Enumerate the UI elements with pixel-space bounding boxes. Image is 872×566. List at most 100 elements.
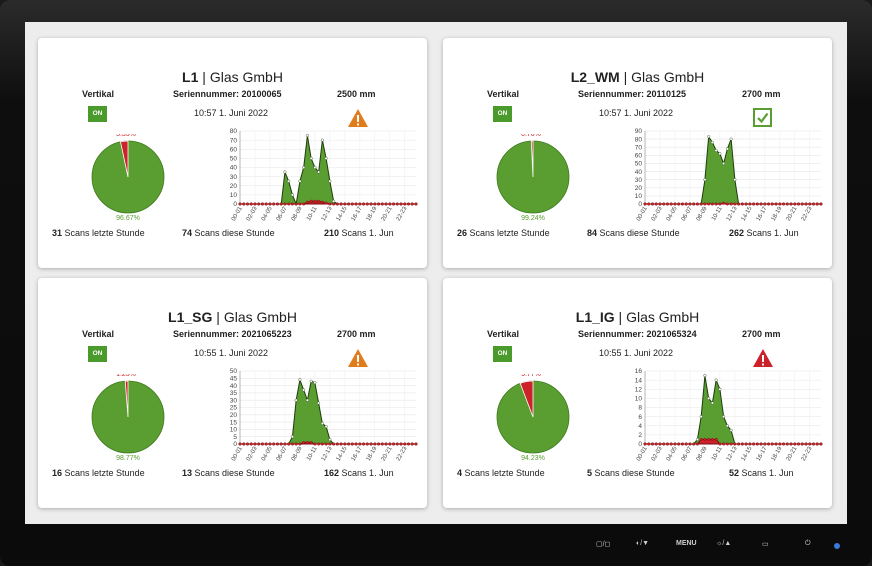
- total-scans-series-point: [290, 193, 294, 197]
- defect-scans-series-point: [392, 202, 396, 206]
- defect-scans-series-point: [332, 202, 336, 206]
- y-tick-label: 50: [635, 161, 643, 168]
- x-tick-label: 06-07: [681, 205, 694, 222]
- power-led: [834, 543, 840, 549]
- power-button[interactable]: ⏻: [805, 540, 811, 547]
- defect-scans-series-point: [283, 442, 287, 446]
- defect-scans-series-point: [335, 202, 339, 206]
- stat-day-label: Scans 1. Jun: [741, 468, 794, 478]
- menu-button[interactable]: MENU: [676, 540, 697, 547]
- defect-scans-series-point: [763, 202, 767, 206]
- total-scans-series-point: [718, 152, 722, 156]
- defect-scans-series-point: [662, 442, 666, 446]
- defect-scans-series-point: [748, 442, 752, 446]
- stat-this-hour: 13 Scans diese Stunde: [182, 468, 275, 478]
- defect-scans-series-point: [395, 202, 399, 206]
- defect-scans-series-point: [748, 202, 752, 206]
- defect-scans-series-point: [279, 442, 283, 446]
- defect-scans-series-point: [808, 202, 812, 206]
- defect-scans-series-point: [703, 437, 707, 441]
- dashboard-screen: L1 | Glas GmbH Vertikal Seriennummer: 2010…: [25, 22, 847, 524]
- defect-scans-series-point: [264, 442, 268, 446]
- defect-scans-series-point: [377, 202, 381, 206]
- total-scans-series-point: [729, 137, 733, 141]
- x-tick-label: 12-13: [726, 205, 739, 222]
- defect-scans-series-point: [677, 202, 681, 206]
- x-tick-label: 06-07: [276, 445, 289, 462]
- input-button[interactable]: ▢/◻: [596, 541, 611, 548]
- defect-scans-series-point: [298, 202, 302, 206]
- defect-scans-series-point: [740, 442, 744, 446]
- pie-slice-defect: [530, 140, 534, 178]
- defect-scans-series-point: [755, 202, 759, 206]
- y-tick-label: 20: [230, 183, 238, 190]
- y-tick-label: 0: [638, 441, 642, 448]
- defect-scans-series-point: [253, 442, 257, 446]
- x-tick-label: 16-17: [351, 445, 364, 462]
- defect-scans-series-point: [403, 442, 407, 446]
- x-tick-label: 06-07: [276, 205, 289, 222]
- stat-last-hour-count: 16: [52, 468, 63, 478]
- defect-scans-series-point: [305, 200, 309, 204]
- pie-ok-label: 99.24%: [521, 215, 545, 222]
- total-scans-series-point: [283, 170, 287, 174]
- x-tick-label: 04-05: [666, 205, 679, 222]
- total-scans-series-point: [298, 179, 302, 183]
- defect-scans-series-point: [407, 442, 411, 446]
- stat-last-hour-count: 31: [52, 228, 63, 238]
- defect-scans-series-point: [407, 202, 411, 206]
- defect-scans-series-point: [710, 437, 714, 441]
- defect-scans-series-point: [744, 442, 748, 446]
- stat-this-hour-count: 74: [182, 228, 193, 238]
- y-tick-label: 70: [635, 144, 643, 151]
- defect-scans-series-point: [242, 202, 246, 206]
- defect-scans-series-point: [302, 441, 306, 445]
- defect-scans-series-point: [320, 200, 324, 204]
- defect-scans-series-point: [767, 202, 771, 206]
- display-button[interactable]: ▭: [762, 541, 769, 548]
- stat-last-hour-count: 26: [457, 228, 468, 238]
- defect-scans-series-point: [643, 202, 647, 206]
- total-scans-series-point: [302, 166, 306, 170]
- y-tick-label: 40: [230, 383, 238, 390]
- brightness-button[interactable]: ☼/▲: [716, 540, 732, 547]
- defect-scans-series-point: [362, 442, 366, 446]
- defect-scans-series-point: [377, 442, 381, 446]
- warning-orange-icon: [348, 349, 368, 367]
- y-tick-label: 20: [230, 412, 238, 419]
- defect-scans-series-point: [684, 202, 688, 206]
- defect-scans-series-point: [350, 442, 354, 446]
- y-tick-label: 80: [230, 128, 238, 135]
- stat-last-hour-count: 4: [457, 468, 463, 478]
- y-tick-label: 40: [635, 169, 643, 176]
- total-scans-series-point: [733, 178, 737, 182]
- on-status-badge: ON: [88, 106, 107, 122]
- y-tick-label: 30: [230, 174, 238, 181]
- defect-scans-series-point: [819, 442, 823, 446]
- stat-day: 210 Scans 1. Jun: [324, 228, 394, 238]
- defect-scans-series-point: [797, 202, 801, 206]
- defect-scans-series-point: [309, 441, 313, 445]
- defect-scans-series-point: [264, 202, 268, 206]
- x-tick-label: 02-03: [651, 205, 664, 222]
- defect-scans-series-point: [722, 442, 726, 446]
- x-tick-label: 04-05: [261, 205, 274, 222]
- x-tick-label: 12-13: [321, 205, 334, 222]
- defect-scans-series-point: [665, 202, 669, 206]
- x-tick-label: 16-17: [351, 205, 364, 222]
- defect-scans-series-point: [279, 202, 283, 206]
- defect-scans-series-point: [384, 442, 388, 446]
- total-scans-series-point: [298, 378, 302, 382]
- x-tick-label: 22-23: [801, 445, 814, 462]
- defect-scans-series-point: [800, 442, 804, 446]
- defect-scans-series-point: [380, 442, 384, 446]
- x-tick-label: 08-09: [696, 205, 709, 222]
- pie-slice-defect: [519, 380, 534, 418]
- defect-scans-series-point: [324, 201, 328, 205]
- total-scans-series-point: [729, 428, 733, 432]
- stat-this-hour-label: Scans diese Stunde: [594, 468, 675, 478]
- picture-button[interactable]: ◐/▼: [636, 540, 650, 547]
- defect-scans-series-point: [812, 202, 816, 206]
- defect-scans-series-point: [722, 201, 726, 205]
